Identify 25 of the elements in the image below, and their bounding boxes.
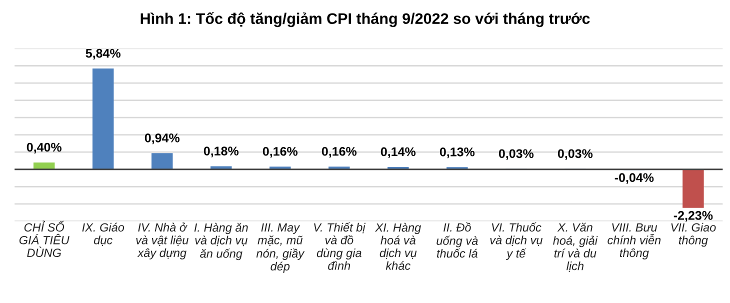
x-tick-label: VIII. Bưu chính viễn thông <box>608 223 661 260</box>
x-tick-label: IV. Nhà ở và vật liệu xây dựng <box>136 222 188 260</box>
x-tick-label: II. Đồ uống và thuốc lá <box>436 222 478 258</box>
x-tick-label: V. Thiết bị và đồ dùng gia đình <box>314 222 366 270</box>
x-tick-label: XI. Hàng hoá và dịch vụ khác <box>374 222 422 270</box>
x-tick-label: CHỈ SỐ GIÁ TIÊU DÙNG <box>19 220 70 258</box>
data-label: 0,03% <box>498 149 534 160</box>
data-label: 0,18% <box>204 146 239 158</box>
x-tick-label: VII. Giao thông <box>671 222 716 247</box>
data-label: 0,40% <box>26 142 62 154</box>
x-tick-label: X. Văn hoá, giải trí và du lịch <box>553 222 598 272</box>
data-label: 0,03% <box>558 149 593 160</box>
chart-title: Hình 1: Tốc độ tăng/giảm CPI tháng 9/2022 so với tháng trước <box>140 12 590 28</box>
data-label: -0,04% <box>614 173 654 184</box>
x-tick-label: I. Hàng ăn và dịch vụ ăn uống <box>194 222 248 260</box>
x-tick-label: VI. Thuốc và dịch vụ y tế <box>490 222 543 260</box>
data-label: 0,16% <box>322 146 357 158</box>
data-label: 0,16% <box>262 146 298 158</box>
x-tick-label: IX. Giáo dục <box>82 222 124 246</box>
data-label: 0,14% <box>380 147 416 158</box>
data-label: -2,23% <box>674 211 713 222</box>
data-label: 0,13% <box>440 147 475 158</box>
x-tick-label: III. May mặc, mũ nón, giầy dép <box>256 223 305 273</box>
data-label: 0,94% <box>144 133 180 144</box>
data-label: 5,84% <box>86 48 121 60</box>
